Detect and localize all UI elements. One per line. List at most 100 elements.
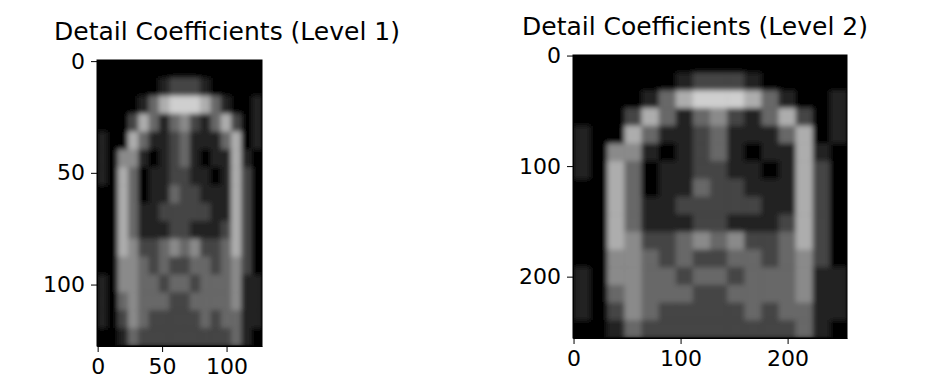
tick-mark (91, 285, 97, 286)
cell (710, 303, 728, 321)
cell (159, 292, 170, 310)
cell (107, 239, 118, 257)
cell (590, 143, 608, 161)
tick-label: 200 (767, 346, 809, 371)
cell (779, 126, 797, 144)
cell (97, 239, 108, 257)
cell (642, 267, 660, 285)
cell (779, 143, 797, 161)
cells (573, 55, 847, 338)
cell (676, 267, 694, 285)
cell (169, 78, 180, 96)
cell (169, 257, 180, 275)
cell (642, 161, 660, 179)
cell (180, 239, 191, 257)
cell (231, 292, 242, 310)
cell (169, 96, 180, 114)
cell (221, 96, 232, 114)
cell (744, 73, 762, 91)
cell (221, 257, 232, 275)
cell (159, 132, 170, 150)
cell (241, 328, 252, 346)
cell (590, 126, 608, 144)
cell (693, 90, 711, 108)
cell (590, 285, 608, 303)
tick-label: 50 (57, 160, 85, 185)
cell (573, 250, 591, 268)
cell (200, 203, 211, 221)
cell (200, 328, 211, 346)
cell (200, 239, 211, 257)
cell (180, 310, 191, 328)
image-background (573, 55, 847, 338)
cell (221, 239, 232, 257)
cell (107, 292, 118, 310)
cell (138, 292, 149, 310)
cell (252, 328, 262, 346)
cell (624, 197, 642, 215)
cell (676, 320, 694, 338)
cell (118, 132, 129, 150)
cell (607, 108, 625, 126)
tick-label: 100 (43, 272, 85, 297)
cell (642, 214, 660, 232)
cell (830, 55, 847, 73)
cell (710, 73, 728, 91)
cell (624, 108, 642, 126)
cell (573, 73, 591, 91)
cell (118, 149, 129, 167)
cell (796, 55, 814, 73)
cell (241, 167, 252, 185)
cell (97, 221, 108, 239)
cell (231, 167, 242, 185)
cell (796, 267, 814, 285)
cell (710, 232, 728, 250)
cell (659, 126, 677, 144)
cell (190, 60, 201, 78)
cell (693, 55, 711, 73)
cell (642, 232, 660, 250)
cell (138, 239, 149, 257)
cell (830, 126, 847, 144)
cell (128, 292, 139, 310)
cell (813, 320, 831, 338)
cell (830, 267, 847, 285)
cell (830, 197, 847, 215)
cell (573, 143, 591, 161)
tick-label: 50 (149, 354, 177, 379)
cell (813, 267, 831, 285)
cell (710, 90, 728, 108)
tick-mark (91, 61, 97, 62)
cell (190, 132, 201, 150)
cell (830, 303, 847, 321)
cell (659, 197, 677, 215)
tick: 100 (660, 338, 702, 371)
tick: 100 (43, 272, 97, 297)
tick: 0 (71, 49, 97, 74)
cell (210, 132, 221, 150)
cell (159, 275, 170, 293)
cell (169, 275, 180, 293)
cell (118, 60, 129, 78)
cell (149, 292, 160, 310)
cell (676, 232, 694, 250)
cell (97, 114, 108, 132)
cell (149, 149, 160, 167)
plot-area (573, 55, 847, 338)
cell (107, 60, 118, 78)
cell (693, 285, 711, 303)
cell (231, 328, 242, 346)
cell (761, 285, 779, 303)
cell (252, 239, 262, 257)
cell (813, 90, 831, 108)
cell (210, 328, 221, 346)
cell (200, 132, 211, 150)
cell (107, 328, 118, 346)
cell (200, 60, 211, 78)
cell (159, 257, 170, 275)
tick-mark (788, 338, 789, 344)
cell (128, 239, 139, 257)
cell (210, 203, 221, 221)
cell (659, 267, 677, 285)
cell (693, 179, 711, 197)
